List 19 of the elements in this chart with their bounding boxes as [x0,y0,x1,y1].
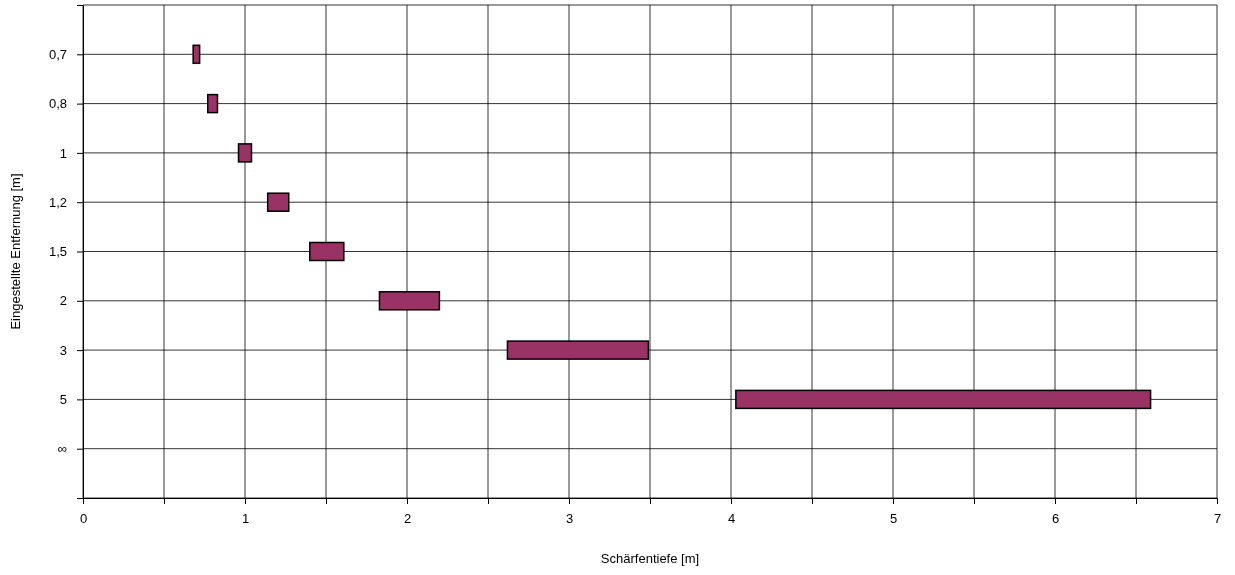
x-tick-label: 3 [565,511,574,527]
x-tick-label: 2 [403,511,412,527]
y-tick-label: 2 [59,293,67,309]
y-tick-label: 3 [59,342,67,358]
y-axis-title: Eingestellte Entfernung [m] [8,173,23,330]
x-tick-label: 5 [889,511,898,527]
y-tick-label: ∞ [57,441,67,457]
x-tick-label: 6 [1051,511,1060,527]
y-tick-label: 1,2 [48,194,67,210]
y-tick-label: 0,8 [48,96,67,112]
x-axis-title: Schärfentiefe [m] [600,551,700,566]
x-tick-label: 0 [79,511,88,527]
x-tick-label: 7 [1213,511,1222,527]
y-tick-label: 5 [59,392,67,408]
y-tick-label: 0,7 [48,46,67,62]
x-tick-label: 4 [727,511,736,527]
x-tick-label: 1 [241,511,250,527]
y-tick-label: 1 [59,145,67,161]
y-tick-label: 1,5 [48,244,67,260]
